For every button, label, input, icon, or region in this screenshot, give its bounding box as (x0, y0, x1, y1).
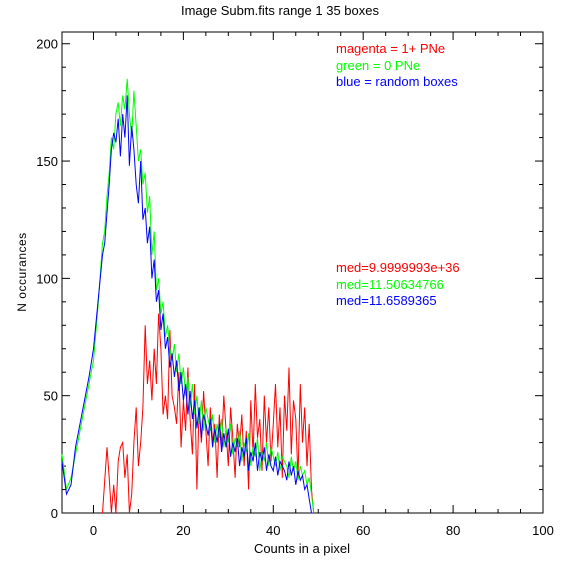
chart-title: Image Subm.fits range 1 35 boxes (181, 3, 380, 18)
x-tick-label: 80 (446, 523, 460, 538)
x-tick-label: 100 (532, 523, 554, 538)
series-group (61, 78, 315, 514)
legend-magenta: magenta = 1+ PNe (336, 41, 445, 56)
series-line-green (61, 78, 315, 514)
y-tick-label: 100 (36, 271, 58, 286)
y-tick-label: 200 (36, 37, 58, 52)
legend: magenta = 1+ PNe green = 0 PNe blue = ra… (336, 41, 458, 89)
y-tick-label: 150 (36, 154, 58, 169)
median-green: med=11.50634766 (336, 277, 444, 292)
plot-frame (61, 31, 544, 514)
y-tick-label: 0 (51, 506, 58, 521)
median-magenta: med=9.9999993e+36 (336, 260, 460, 275)
series-line-blue (61, 95, 314, 514)
y-tick-label: 50 (44, 389, 58, 404)
legend-green: green = 0 PNe (336, 58, 420, 73)
y-axis-label: N occurances (15, 232, 29, 311)
x-tick-label: 0 (90, 523, 97, 538)
x-axis-label: Counts in a pixel (254, 541, 350, 556)
x-tick-label: 20 (176, 523, 190, 538)
y-axis: 0 50 100 150 200 (36, 37, 543, 521)
x-tick-label: 40 (266, 523, 280, 538)
x-tick-label: 60 (356, 523, 370, 538)
series-line-magenta (102, 313, 315, 514)
median-blue: med=11.6589365 (336, 293, 437, 308)
median-annotations: med=9.9999993e+36 med=11.50634766 med=11… (336, 260, 460, 308)
legend-blue: blue = random boxes (336, 74, 458, 89)
